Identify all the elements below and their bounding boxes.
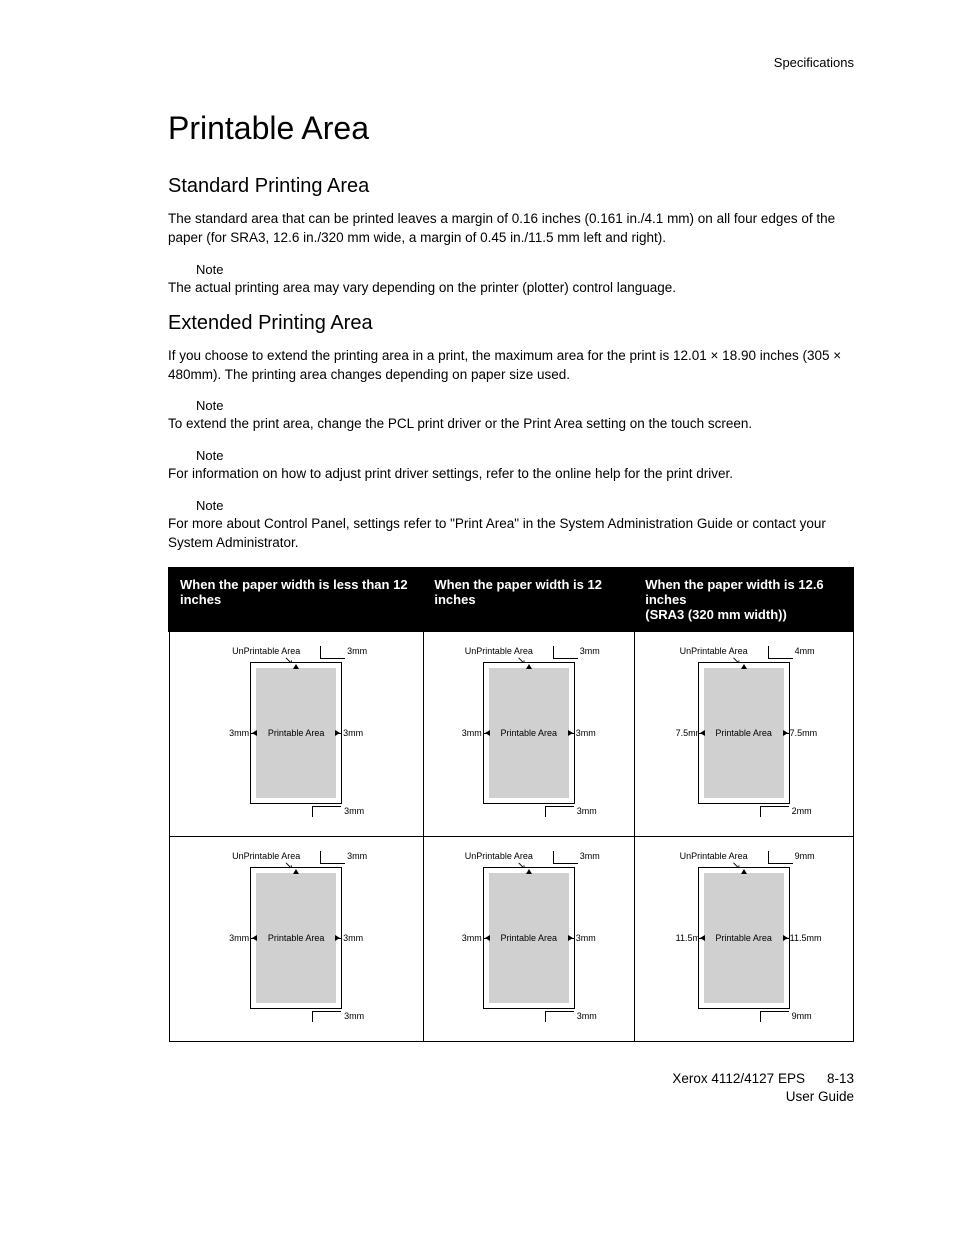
paper-outline: Printable Area (483, 867, 575, 1009)
margin-diagram: UnPrintable Area 4mm ↘ 7.5mm Printable A… (676, 646, 812, 822)
header-section: Specifications (168, 55, 854, 70)
bottom-margin: 3mm (344, 1011, 364, 1021)
printable-area: Printable Area (704, 873, 784, 1003)
standard-note-text: The actual printing area may vary depend… (168, 279, 854, 298)
note-label: Note (196, 498, 854, 513)
page-title: Printable Area (168, 110, 854, 147)
printable-area: Printable Area (489, 668, 569, 798)
extended-note2-text: For information on how to adjust print d… (168, 465, 854, 484)
printable-area: Printable Area (256, 873, 336, 1003)
left-margin: 7.5mm (676, 728, 698, 738)
extended-note1-text: To extend the print area, change the PCL… (168, 415, 854, 434)
printable-area: Printable Area (489, 873, 569, 1003)
paper-outline: Printable Area (698, 662, 790, 804)
margin-diagram: UnPrintable Area 3mm ↘ 3mm Printable Are… (461, 851, 597, 1027)
table-cell: UnPrintable Area 3mm ↘ 3mm Printable Are… (169, 837, 423, 1042)
page-footer: Xerox 4112/4127 EPS 8-13 User Guide (168, 1070, 854, 1105)
col-header-3: When the paper width is 12.6 inches (SRA… (634, 568, 853, 631)
footer-page-number: 8-13 (827, 1070, 854, 1088)
heading-extended: Extended Printing Area (168, 312, 854, 335)
bottom-margin: 2mm (792, 806, 812, 816)
standard-desc: The standard area that can be printed le… (168, 210, 854, 248)
left-margin: 11.5mm (676, 933, 698, 943)
margin-diagram: UnPrintable Area 9mm ↘ 11.5mm Printable … (676, 851, 812, 1027)
top-margin: 3mm (347, 646, 367, 656)
heading-standard: Standard Printing Area (168, 175, 854, 198)
right-margin: 3mm (575, 933, 597, 943)
margin-diagram: UnPrintable Area 3mm ↘ 3mm Printable Are… (228, 851, 364, 1027)
table-cell: UnPrintable Area 3mm ↘ 3mm Printable Are… (423, 837, 634, 1042)
bottom-margin: 9mm (792, 1011, 812, 1021)
top-margin: 3mm (580, 851, 600, 861)
paper-outline: Printable Area (250, 662, 342, 804)
left-margin: 3mm (461, 728, 483, 738)
extended-note3-text: For more about Control Panel, settings r… (168, 515, 854, 553)
printable-label: Printable Area (268, 728, 325, 738)
bottom-margin: 3mm (577, 806, 597, 816)
footer-product: Xerox 4112/4127 EPS (672, 1071, 805, 1086)
left-margin: 3mm (228, 933, 250, 943)
right-margin: 3mm (342, 728, 364, 738)
left-margin: 3mm (461, 933, 483, 943)
top-margin: 3mm (580, 646, 600, 656)
table-cell: UnPrintable Area 4mm ↘ 7.5mm Printable A… (634, 631, 853, 837)
note-label: Note (196, 398, 854, 413)
margin-diagram: UnPrintable Area 3mm ↘ 3mm Printable Are… (228, 646, 364, 822)
right-margin: 7.5mm (790, 728, 812, 738)
note-label: Note (196, 448, 854, 463)
note-label: Note (196, 262, 854, 277)
extended-desc: If you choose to extend the printing are… (168, 347, 854, 385)
bottom-margin: 3mm (344, 806, 364, 816)
margin-diagram: UnPrintable Area 3mm ↘ 3mm Printable Are… (461, 646, 597, 822)
paper-outline: Printable Area (250, 867, 342, 1009)
top-margin: 4mm (795, 646, 815, 656)
printable-label: Printable Area (501, 728, 558, 738)
table-cell: UnPrintable Area 3mm ↘ 3mm Printable Are… (423, 631, 634, 837)
right-margin: 11.5mm (790, 933, 812, 943)
footer-doc: User Guide (786, 1089, 854, 1104)
top-margin: 9mm (795, 851, 815, 861)
col-header-2: When the paper width is 12 inches (423, 568, 634, 631)
printable-label: Printable Area (268, 933, 325, 943)
printable-area: Printable Area (704, 668, 784, 798)
bottom-margin: 3mm (577, 1011, 597, 1021)
printable-area-table: When the paper width is less than 12 inc… (168, 567, 854, 1042)
printable-label: Printable Area (501, 933, 558, 943)
left-margin: 3mm (228, 728, 250, 738)
paper-outline: Printable Area (483, 662, 575, 804)
printable-label: Printable Area (715, 933, 772, 943)
right-margin: 3mm (342, 933, 364, 943)
paper-outline: Printable Area (698, 867, 790, 1009)
table-cell: UnPrintable Area 9mm ↘ 11.5mm Printable … (634, 837, 853, 1042)
right-margin: 3mm (575, 728, 597, 738)
table-cell: UnPrintable Area 3mm ↘ 3mm Printable Are… (169, 631, 423, 837)
top-margin: 3mm (347, 851, 367, 861)
printable-label: Printable Area (715, 728, 772, 738)
col-header-1: When the paper width is less than 12 inc… (169, 568, 423, 631)
printable-area: Printable Area (256, 668, 336, 798)
